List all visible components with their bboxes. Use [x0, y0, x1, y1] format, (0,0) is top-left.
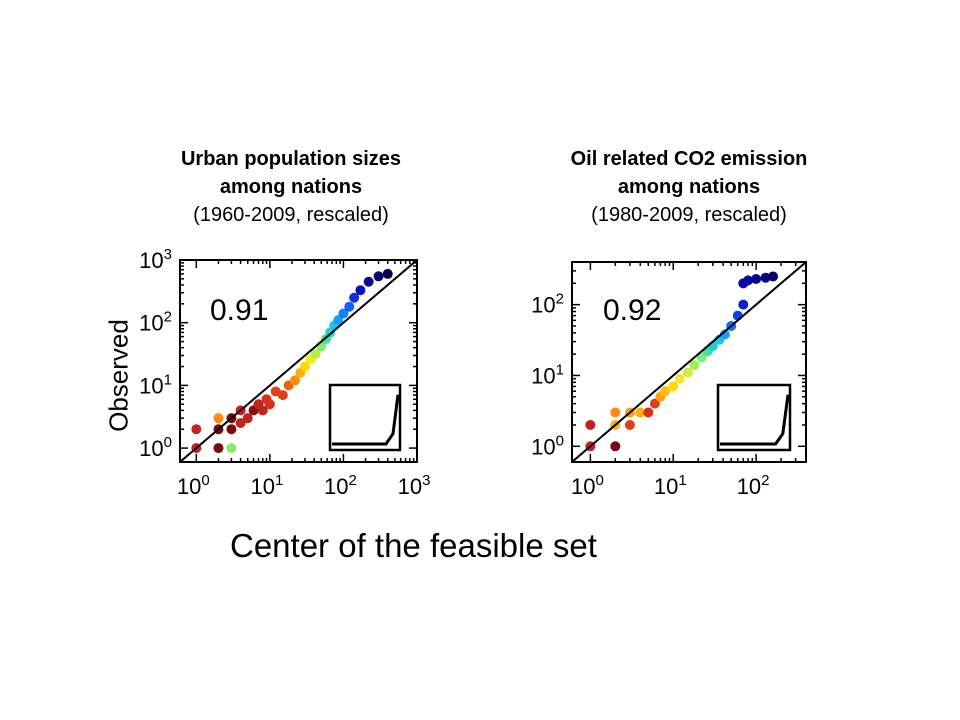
y-tick-label: 100 [531, 432, 564, 459]
data-point [310, 348, 321, 359]
chart-title-line2: among nations [617, 176, 761, 198]
chart-title-line2: among nations [219, 176, 363, 198]
chart-title-line1: Oil related CO2 emission [570, 148, 808, 170]
data-point [689, 360, 700, 371]
data-point [696, 352, 707, 363]
points-group [180, 260, 417, 462]
x-tick-label: 103 [398, 472, 431, 499]
y-axis-label: Observed [103, 319, 134, 432]
chart-title-urban: Urban population sizes among nations (19… [131, 145, 451, 229]
data-point [660, 386, 671, 397]
y-tick-label: 101 [139, 371, 172, 398]
x-tick-label: 102 [324, 472, 357, 499]
x-tick-label: 101 [654, 472, 687, 499]
chart-title-line1: Urban population sizes [180, 148, 402, 170]
chart-title-oil: Oil related CO2 emission among nations (… [529, 145, 849, 229]
plot-frame [179, 259, 418, 463]
data-point [643, 407, 654, 418]
x-tick-label: 100 [571, 472, 604, 499]
reference-line [572, 262, 806, 462]
data-point [649, 398, 660, 409]
data-point [338, 308, 349, 319]
points-group [572, 262, 806, 462]
inset-curve [720, 394, 790, 446]
reference-line [180, 260, 417, 462]
data-point [355, 285, 366, 296]
data-point [290, 375, 301, 386]
data-point [624, 419, 635, 430]
data-point [682, 367, 693, 378]
data-point [382, 268, 393, 279]
y-tick-label: 100 [139, 434, 172, 461]
data-point [743, 275, 754, 286]
data-point [191, 424, 202, 435]
data-point [610, 407, 621, 418]
x-tick-label: 100 [177, 472, 210, 499]
y-tick-label: 102 [531, 291, 564, 318]
data-point [719, 329, 730, 340]
inset-curve [332, 394, 400, 446]
data-point [373, 271, 384, 282]
data-point [213, 413, 224, 424]
chart-title-line3: (1960-2009, rescaled) [193, 204, 389, 226]
data-point [242, 413, 253, 424]
data-point [235, 418, 246, 429]
correlation-value: 0.92 [603, 294, 661, 327]
data-point [768, 271, 779, 282]
data-point [363, 276, 374, 287]
y-tick-label: 103 [139, 246, 172, 273]
x-axis-label: Center of the feasible set [230, 527, 597, 564]
data-point [213, 443, 224, 454]
plot-frame [571, 261, 807, 463]
data-point [299, 361, 310, 372]
data-point [635, 407, 646, 418]
scatter-chart-2: 100 101 102 100 101 102 0.92 [531, 261, 807, 499]
data-point [738, 299, 749, 310]
data-point [585, 419, 596, 430]
data-point [674, 373, 685, 384]
data-point [226, 443, 237, 454]
data-point [226, 424, 237, 435]
y-tick-label: 102 [139, 309, 172, 336]
data-point [751, 274, 762, 285]
data-point [760, 272, 771, 283]
data-point [277, 390, 288, 401]
chart-title-line3: (1980-2009, rescaled) [591, 204, 787, 226]
data-point [349, 292, 360, 303]
data-point [264, 399, 275, 410]
data-point [610, 441, 621, 452]
scatter-chart-1: 100 101 102 103 100 101 102 103 0.91 [139, 246, 430, 499]
x-tick-label: 101 [250, 472, 283, 499]
correlation-value: 0.91 [210, 294, 268, 327]
data-point [257, 405, 268, 416]
x-tick-label: 102 [737, 472, 770, 499]
data-point [668, 381, 679, 392]
y-tick-label: 101 [531, 361, 564, 388]
data-point [344, 301, 355, 312]
